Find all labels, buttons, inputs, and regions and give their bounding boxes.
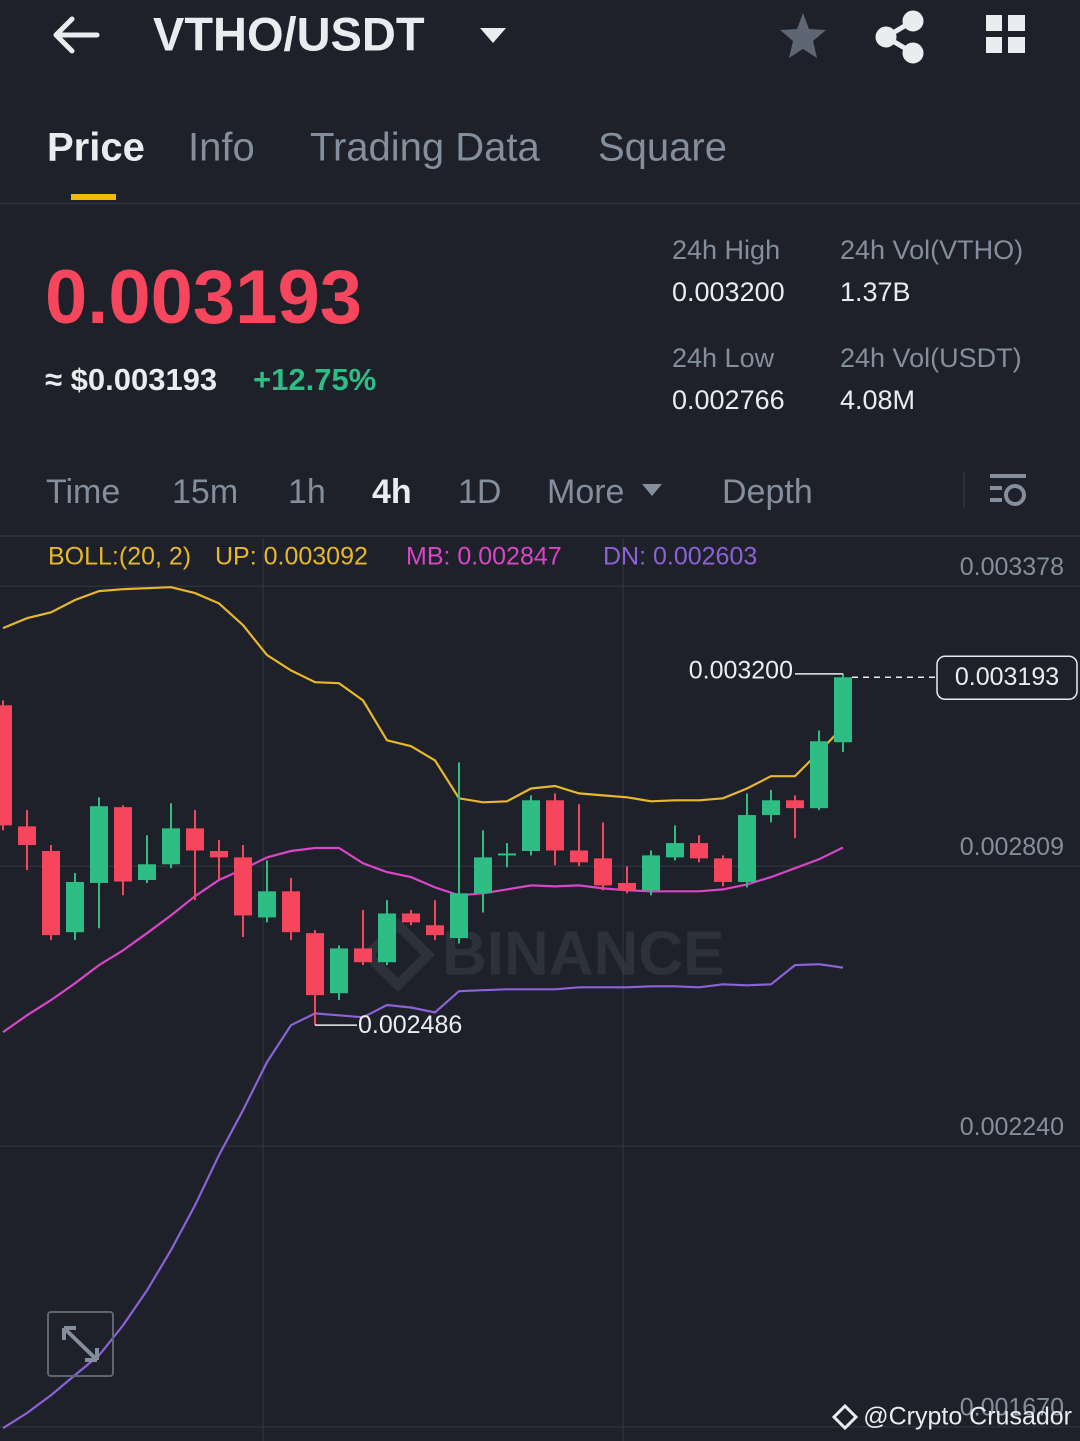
indicator-label: BOLL:(20, 2) xyxy=(48,543,191,571)
candle-body xyxy=(378,913,396,963)
stat-label: 24h Low xyxy=(672,343,775,373)
candle-body xyxy=(90,806,108,883)
candle-body xyxy=(450,893,468,939)
candle-body xyxy=(138,864,156,881)
legend-entry: MB: 0.002847 xyxy=(406,543,562,571)
y-tick-label: 0.002240 xyxy=(960,1113,1064,1141)
candle-body xyxy=(282,891,300,933)
stat-label: 24h Vol(VTHO) xyxy=(840,235,1023,265)
chart-settings-icon[interactable] xyxy=(990,474,1026,506)
candle-body xyxy=(162,828,180,865)
candle-body xyxy=(234,857,252,916)
stat-value: 4.08M xyxy=(840,385,915,415)
candle-body xyxy=(258,891,276,918)
candle-body xyxy=(354,948,372,963)
candle-body xyxy=(330,948,348,994)
favorite-star[interactable] xyxy=(780,13,826,58)
stat-value: 1.37B xyxy=(840,277,911,307)
candle-body xyxy=(666,843,684,858)
candle-body xyxy=(498,853,516,856)
more-dropdown[interactable] xyxy=(642,484,662,496)
boll-line xyxy=(2,963,844,1430)
interval[interactable]: Time xyxy=(46,473,120,511)
credit: @Crypto Crusador xyxy=(863,1403,1072,1431)
candle-body xyxy=(714,858,732,882)
candle-body xyxy=(210,850,228,858)
indicator-lines xyxy=(2,586,844,1430)
candle-body xyxy=(546,800,564,851)
pair-title[interactable]: VTHO/USDT xyxy=(153,7,425,60)
candle-body xyxy=(810,741,828,809)
interval[interactable]: 1D xyxy=(458,473,501,511)
interval[interactable]: 15m xyxy=(172,473,238,511)
interval-active[interactable]: 4h xyxy=(372,473,412,511)
tab[interactable]: Square xyxy=(598,126,727,170)
interval-more[interactable]: More xyxy=(547,473,624,511)
y-tick-label: 0.003378 xyxy=(960,553,1064,581)
share-icon[interactable] xyxy=(875,10,924,64)
boll-line xyxy=(2,846,844,1034)
boll-line xyxy=(2,586,844,804)
candle-body xyxy=(786,800,804,809)
y-tick-label: 0.001670 xyxy=(960,1393,1064,1421)
candles xyxy=(0,673,852,1026)
last-price: 0.003193 xyxy=(45,255,362,340)
tab-active[interactable]: Price xyxy=(47,126,145,170)
pair-dropdown[interactable] xyxy=(480,28,506,43)
usd-price: ≈ $0.003193 xyxy=(45,362,217,397)
stat-label: 24h High xyxy=(672,235,780,265)
legend-entry: UP: 0.003092 xyxy=(215,543,368,571)
grid-menu-icon[interactable] xyxy=(986,15,1025,53)
last-price-tag xyxy=(936,655,1078,701)
chart-labels: UP: 0.003092 MB: 0.002847 DN: 0.002603 0.00… xyxy=(215,543,1078,1039)
watermark: BINANCE xyxy=(360,917,724,993)
fullscreen-button[interactable] xyxy=(47,1311,114,1377)
legend-entry: DN: 0.002603 xyxy=(603,543,757,571)
tab[interactable]: Trading Data xyxy=(310,126,541,170)
candle-body xyxy=(114,807,132,882)
stat-label: 24h Vol(USDT) xyxy=(840,343,1022,373)
back-button[interactable] xyxy=(53,16,100,54)
high-label: 0.003200 xyxy=(689,656,793,684)
low-label: 0.002486 xyxy=(358,1011,462,1039)
candle-body xyxy=(762,800,780,816)
candle-body xyxy=(42,850,60,936)
watermark-text: BINANCE xyxy=(442,919,724,988)
candle-body xyxy=(474,857,492,894)
candle-body xyxy=(690,843,708,859)
candle-body xyxy=(402,913,420,923)
grid: 0.003378 0.002809 0.002240 0.001670 xyxy=(0,553,1080,1428)
candle-body xyxy=(66,881,84,933)
interval[interactable]: 1h xyxy=(288,473,326,511)
candle-body xyxy=(570,850,588,863)
tab[interactable]: Info xyxy=(188,126,255,170)
candle-body xyxy=(594,858,612,886)
tab-indicator xyxy=(71,194,116,200)
y-tick-label: 0.002809 xyxy=(960,833,1064,861)
candle-body xyxy=(738,815,756,882)
stat-value: 0.002766 xyxy=(672,385,785,415)
candle-body xyxy=(834,677,852,743)
stat-value: 0.003200 xyxy=(672,277,785,307)
credit-logo xyxy=(831,1403,859,1431)
candle-body xyxy=(0,705,12,826)
last-price-label: 0.003193 xyxy=(955,663,1059,691)
depth-tab[interactable]: Depth xyxy=(722,473,813,511)
candle-body xyxy=(306,933,324,996)
candle-body xyxy=(642,855,660,891)
price-change: +12.75% xyxy=(253,362,376,397)
candle-body xyxy=(18,826,36,846)
candle-body xyxy=(618,882,636,891)
candle-body xyxy=(186,828,204,851)
candle-body xyxy=(426,925,444,936)
candle-body xyxy=(522,800,540,851)
